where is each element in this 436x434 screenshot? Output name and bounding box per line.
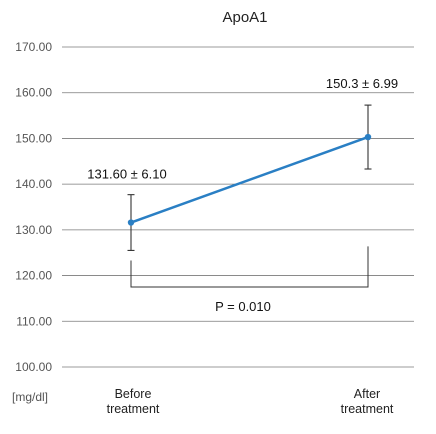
- x-axis-categories: Before treatment After treatment: [107, 387, 394, 416]
- y-tick-label: 140.00: [15, 177, 52, 191]
- series: 131.60 ± 6.10 150.3 ± 6.99: [87, 76, 398, 251]
- y-axis-ticks: 100.00 110.00 120.00 130.00 140.00 150.00 160.…: [15, 40, 52, 374]
- significance-label: P = 0.010: [215, 299, 271, 314]
- series-line: [129, 135, 370, 224]
- bracket-line: [130, 246, 369, 288]
- significance-bracket: [130, 246, 369, 288]
- data-point: [127, 219, 135, 226]
- data-point: [364, 133, 372, 141]
- x-category-label: Before treatment: [107, 387, 160, 416]
- data-label: 150.3 ± 6.99: [326, 76, 398, 91]
- data-label: 131.60 ± 6.10: [87, 167, 166, 182]
- y-tick-label: 150.00: [15, 131, 52, 145]
- grid: [62, 46, 414, 368]
- y-tick-label: 100.00: [15, 360, 52, 374]
- y-tick-label: 120.00: [15, 269, 52, 283]
- x-category-label: After treatment: [341, 387, 394, 416]
- chart-title: ApoA1: [222, 9, 267, 26]
- y-tick-label: 170.00: [15, 40, 52, 54]
- unit-label: [mg/dl]: [12, 390, 48, 404]
- y-tick-label: 130.00: [15, 223, 52, 237]
- y-tick-label: 110.00: [16, 314, 52, 328]
- y-tick-label: 160.00: [15, 86, 52, 100]
